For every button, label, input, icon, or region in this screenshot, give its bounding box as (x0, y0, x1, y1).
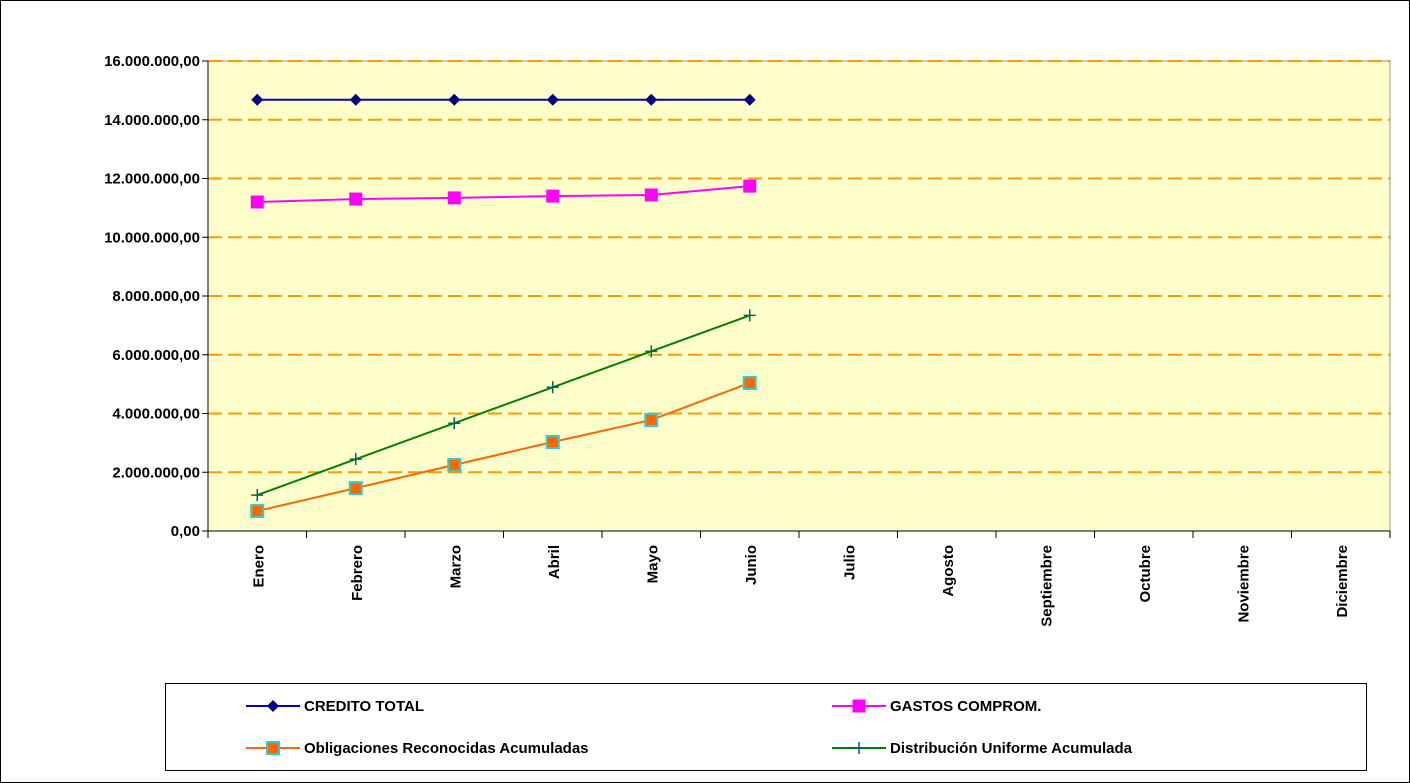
marker (546, 381, 559, 394)
y-tick-label: 14.000.000,00 (104, 112, 200, 129)
y-tick-label: 12.000.000,00 (104, 171, 200, 188)
marker (349, 93, 362, 106)
marker (447, 191, 461, 205)
y-tick-label: 0,00 (171, 523, 200, 540)
y-tick-label: 6.000.000,00 (112, 347, 200, 364)
marker (267, 700, 279, 712)
x-tick-label: Octubre (1137, 545, 1154, 603)
marker (743, 93, 756, 106)
y-tick-label: 2.000.000,00 (112, 464, 200, 481)
series-line (257, 382, 751, 512)
marker (348, 481, 363, 496)
y-tick-label: 10.000.000,00 (104, 229, 200, 246)
marker (546, 189, 560, 203)
marker (251, 93, 264, 106)
x-tick-label: Abril (546, 545, 563, 579)
marker (853, 742, 865, 754)
marker (743, 309, 756, 322)
marker (645, 93, 658, 106)
y-tick-label: 4.000.000,00 (112, 406, 200, 423)
x-tick-label: Junio (743, 545, 760, 585)
legend: CREDITO TOTAL GASTOS COMPROM. Obligaciones… (165, 683, 1367, 771)
marker (645, 345, 658, 358)
marker (250, 195, 264, 209)
x-tick-label: Diciembre (1334, 545, 1351, 618)
marker (448, 417, 461, 430)
marker (447, 457, 462, 472)
marker (251, 489, 264, 502)
legend-label: Distribución Uniforme Acumulada (890, 740, 1133, 757)
x-tick-label: Septiembre (1038, 545, 1055, 627)
legend-label: CREDITO TOTAL (304, 698, 424, 715)
x-tick-label: Febrero (349, 545, 366, 601)
y-tick-label: 16.000.000,00 (104, 53, 200, 70)
marker (448, 93, 461, 106)
x-tick-label: Enero (250, 545, 267, 588)
marker (545, 434, 560, 449)
x-tick-label: Mayo (644, 545, 661, 583)
legend-box (165, 683, 1367, 771)
marker (852, 699, 866, 713)
x-tick-label: Julio (841, 545, 858, 580)
series-line (257, 185, 750, 203)
series-line (256, 314, 751, 497)
marker (250, 504, 265, 519)
marker (349, 192, 363, 206)
legend-label: Obligaciones Reconocidas Acumuladas (304, 740, 589, 757)
marker (644, 412, 659, 427)
legend-label: GASTOS COMPROM. (890, 698, 1041, 715)
marker (266, 741, 280, 755)
y-tick-label: 8.000.000,00 (112, 288, 200, 305)
marker (743, 179, 757, 193)
marker (644, 188, 658, 202)
x-tick-label: Noviembre (1235, 545, 1252, 623)
marker (546, 93, 559, 106)
marker (349, 453, 362, 466)
marker (742, 375, 757, 390)
x-tick-label: Marzo (447, 545, 464, 588)
x-tick-label: Agosto (940, 545, 957, 597)
